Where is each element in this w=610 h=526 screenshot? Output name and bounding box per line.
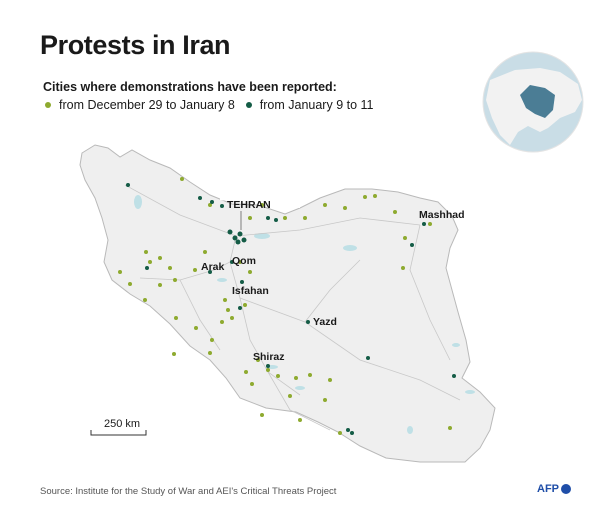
city-label-yazd: Yazd [313, 316, 337, 328]
city-label-arak: Arak [201, 261, 225, 273]
page-title: Protests in Iran [40, 30, 231, 60]
city-label-mashhad: Mashhad [419, 209, 465, 221]
city-label-tehran: TEHRAN [227, 199, 271, 211]
late-protest-dots [126, 183, 456, 435]
locator-globe [482, 51, 584, 153]
city-label-shiraz: Shiraz [253, 351, 285, 363]
legend: from December 29 to January 8 from Janua… [45, 98, 374, 112]
iran-landmass [79, 144, 496, 463]
lakes [134, 195, 475, 434]
scale-bar: 250 km [90, 418, 147, 436]
afp-logo: AFP [537, 483, 571, 495]
caspian-sea [220, 190, 300, 208]
legend-heading: Cities where demonstrations have been re… [43, 80, 337, 94]
city-label-isfahan: Isfahan [232, 285, 269, 297]
legend-item-early: from December 29 to January 8 [45, 98, 235, 112]
scale-label: 250 km [104, 418, 140, 430]
city-label-qom: Qom [232, 255, 256, 267]
legend-label-late: from January 9 to 11 [259, 98, 374, 112]
early-protest-dots [118, 177, 452, 435]
source-note: Source: Institute for the Study of War a… [40, 486, 337, 497]
afp-wordmark: AFP [537, 483, 559, 495]
legend-item-late: from January 9 to 11 [245, 98, 374, 112]
dark-green-dot-icon [245, 102, 252, 108]
legend-label-early: from December 29 to January 8 [59, 98, 235, 112]
road-network [124, 184, 461, 431]
light-green-dot-icon [45, 102, 51, 108]
afp-globe-icon [561, 484, 571, 494]
